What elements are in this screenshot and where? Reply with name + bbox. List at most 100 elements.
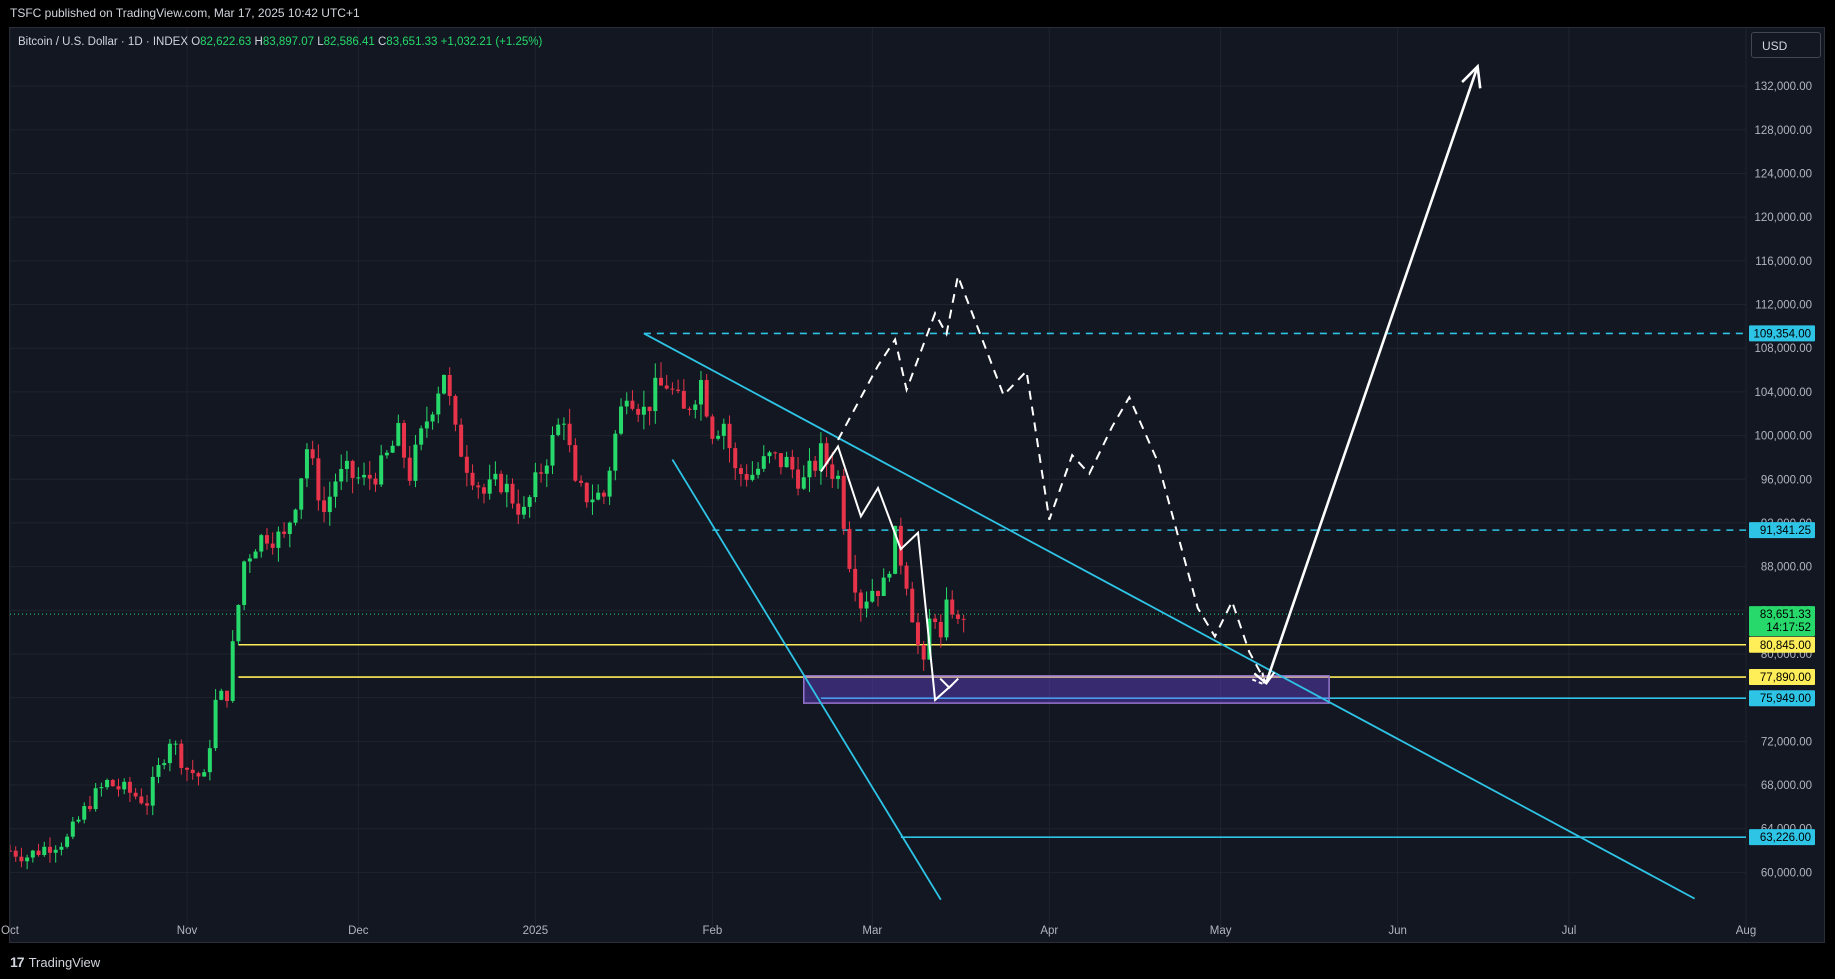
candle-body <box>476 485 481 488</box>
candle-body <box>556 424 561 435</box>
candle-body <box>225 690 229 701</box>
level-price-tag: 63,226.00 <box>1760 832 1811 844</box>
candle-body <box>767 452 772 457</box>
candle-body <box>93 788 98 810</box>
chart-pane[interactable] <box>9 27 1825 943</box>
candle-body <box>693 404 698 410</box>
candle-body <box>87 806 92 810</box>
candle-body <box>716 435 721 439</box>
candle-body <box>830 464 835 479</box>
symbol-name: Bitcoin / U.S. Dollar · 1D · INDEX <box>18 36 188 48</box>
candle-body <box>624 400 629 407</box>
candle-body <box>944 599 949 638</box>
candle-body <box>105 780 110 788</box>
currency-button[interactable]: USD <box>1751 32 1821 58</box>
level-price-tag: 80,845.00 <box>1760 640 1811 652</box>
candle-body <box>733 448 738 469</box>
tradingview-logo[interactable]: 17 TradingView <box>10 954 100 970</box>
level-lines <box>10 332 1746 838</box>
candle-body <box>807 460 812 478</box>
candle-body <box>47 846 52 853</box>
candle-body <box>487 479 492 494</box>
candle-body <box>778 453 783 468</box>
level-price-tag: 77,890.00 <box>1760 672 1811 684</box>
level-price-tag-bg <box>1749 669 1815 686</box>
candle-body <box>584 482 589 503</box>
candle-body <box>579 480 584 483</box>
candle-body <box>898 525 903 566</box>
candle-body <box>59 846 64 850</box>
price-tick-label: 120,000.00 <box>1754 212 1812 224</box>
ohlc-open: O82,622.63 <box>191 36 252 48</box>
candle-body <box>676 389 681 391</box>
candle-body <box>453 396 458 425</box>
candle-body <box>339 468 344 482</box>
candle-body <box>384 452 389 456</box>
candle-body <box>773 452 778 454</box>
candle-body <box>750 474 755 480</box>
candle-body <box>65 836 70 847</box>
candle-body <box>436 393 441 415</box>
projection-solid-path <box>820 444 953 702</box>
price-tick-label: 112,000.00 <box>1755 300 1812 312</box>
price-tick-label: 100,000.00 <box>1754 431 1812 443</box>
candle-body <box>938 622 943 638</box>
up-arrow-head <box>1461 63 1482 89</box>
up-arrow-shaft <box>1265 66 1479 683</box>
candle-body <box>139 796 144 804</box>
brand-name: TradingView <box>28 954 101 970</box>
candle-body <box>607 470 612 497</box>
candle-body <box>893 525 898 574</box>
candle-body <box>36 850 41 856</box>
candle-body <box>561 423 566 425</box>
ohlc-high: H83,897.07 <box>254 36 314 48</box>
candle-body <box>179 743 184 768</box>
candle-body <box>464 456 469 473</box>
candle-body <box>796 469 801 489</box>
level-price-tag: 109,354.00 <box>1753 328 1811 340</box>
time-tick-label: Mar <box>862 925 882 937</box>
candle-body <box>442 374 446 394</box>
candle-body <box>373 478 378 485</box>
price-tick-label: 68,000.00 <box>1761 780 1812 792</box>
candle-body <box>253 551 258 559</box>
candle-body <box>350 460 355 478</box>
candle-body <box>236 604 241 642</box>
price-tick-label: 88,000.00 <box>1761 562 1812 574</box>
candle-body <box>293 509 298 523</box>
candle-body <box>539 472 544 474</box>
candle-body <box>613 433 618 471</box>
candle-body <box>881 577 886 596</box>
candle-body <box>333 481 338 497</box>
candle-body <box>801 477 806 489</box>
candle-body <box>276 531 281 548</box>
level-price-tag-bg <box>1749 636 1815 653</box>
candle-body <box>25 857 30 862</box>
price-tick-label: 72,000.00 <box>1761 736 1812 748</box>
candle-body <box>533 472 538 498</box>
down-arrow-head <box>939 677 959 689</box>
current-price-tag-bg <box>1749 606 1815 637</box>
candle-body <box>270 543 275 548</box>
time-axis[interactable]: Oct Nov Dec 2025 Feb Mar Apr May Jun Jul Aug <box>1 925 1756 937</box>
candle-body <box>955 614 960 619</box>
candle-body <box>659 377 663 386</box>
ohlc-low: L82,586.41 <box>317 36 375 48</box>
candle-body <box>698 380 703 405</box>
candle-body <box>127 781 132 793</box>
candle-body <box>150 776 155 806</box>
candle-body <box>664 385 669 389</box>
candle-body <box>413 444 418 481</box>
candle-body <box>710 416 715 439</box>
candle-body <box>915 622 920 645</box>
candle-body <box>459 424 464 457</box>
candle-body <box>853 568 858 593</box>
time-tick-label: May <box>1210 925 1232 937</box>
candle-body <box>419 428 424 445</box>
countdown-tag: 14:17:52 <box>1766 622 1811 634</box>
candle-body <box>721 423 726 436</box>
price-axis[interactable]: 60,000.0064,000.0068,000.0072,000.0076,0… <box>1754 81 1812 879</box>
candle-body <box>910 588 915 623</box>
candle-body <box>287 522 292 534</box>
